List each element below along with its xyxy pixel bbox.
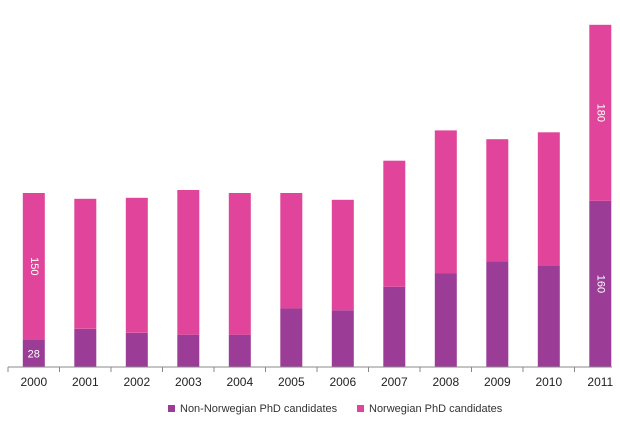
x-tick-label-2003: 2003 bbox=[175, 375, 202, 389]
bar-segment-2010-s0 bbox=[537, 265, 560, 367]
bar-segment-2007-s0 bbox=[383, 286, 406, 367]
bar-segment-2004-s0 bbox=[228, 334, 251, 367]
bar-segment-2010-s1 bbox=[537, 132, 560, 266]
bar-segment-2002-s1 bbox=[125, 197, 148, 333]
bar-segment-2009-s0 bbox=[486, 261, 509, 367]
data-labels: 28 150 160 180 bbox=[28, 104, 607, 361]
x-tick-label-2004: 2004 bbox=[226, 375, 253, 389]
data-label-2000-s0: 28 bbox=[28, 348, 40, 360]
bar-segment-2004-s1 bbox=[228, 193, 251, 335]
bar-segment-2011-s0 bbox=[589, 200, 612, 367]
bar-segment-2007-s1 bbox=[383, 160, 406, 287]
bar-segment-2000-s1 bbox=[22, 193, 45, 340]
x-tick-labels: 2000 2001 2002 2003 2004 2005 2006 2007 2008 2009… bbox=[20, 375, 613, 389]
bar-segment-2001-s1 bbox=[74, 198, 97, 329]
bar-segment-2006-s0 bbox=[331, 310, 354, 367]
bar-segment-2009-s1 bbox=[486, 139, 509, 262]
legend-swatch-non-norwegian bbox=[168, 405, 175, 412]
x-tick-label-2005: 2005 bbox=[278, 375, 305, 389]
x-tick-label-2011: 2011 bbox=[587, 375, 613, 389]
x-tick-label-2008: 2008 bbox=[432, 375, 459, 389]
bars-group bbox=[22, 24, 612, 367]
bar-segment-2011-s1 bbox=[589, 24, 612, 201]
x-tick-label-2009: 2009 bbox=[484, 375, 511, 389]
legend: Non-Norwegian PhD candidates Norwegian P… bbox=[168, 403, 503, 415]
data-label-2011-s0: 160 bbox=[594, 275, 606, 293]
x-tick-label-2000: 2000 bbox=[20, 375, 47, 389]
legend-swatch-norwegian bbox=[357, 405, 364, 412]
data-label-2000-s1: 150 bbox=[28, 257, 40, 275]
x-tick-marks bbox=[7, 367, 575, 372]
bar-segment-2000-s0 bbox=[22, 339, 45, 367]
legend-label-norwegian: Norwegian PhD candidates bbox=[369, 403, 503, 415]
bar-segment-2003-s0 bbox=[177, 334, 200, 367]
data-label-2011-s1: 180 bbox=[594, 104, 606, 122]
bar-segment-2001-s0 bbox=[74, 328, 97, 367]
bar-segment-2002-s0 bbox=[125, 332, 148, 367]
x-tick-label-2010: 2010 bbox=[535, 375, 562, 389]
x-tick-label-2006: 2006 bbox=[329, 375, 356, 389]
bar-segment-2006-s1 bbox=[331, 199, 354, 311]
bar-segment-2005-s1 bbox=[280, 193, 303, 309]
x-tick-label-2001: 2001 bbox=[72, 375, 99, 389]
bar-segment-2003-s1 bbox=[177, 190, 200, 335]
bar-segment-2005-s0 bbox=[280, 308, 303, 367]
bar-segment-2008-s0 bbox=[434, 273, 457, 367]
bar-segment-2008-s1 bbox=[434, 130, 457, 274]
legend-label-non-norwegian: Non-Norwegian PhD candidates bbox=[180, 403, 338, 415]
x-tick-label-2002: 2002 bbox=[123, 375, 150, 389]
x-tick-label-2007: 2007 bbox=[381, 375, 408, 389]
